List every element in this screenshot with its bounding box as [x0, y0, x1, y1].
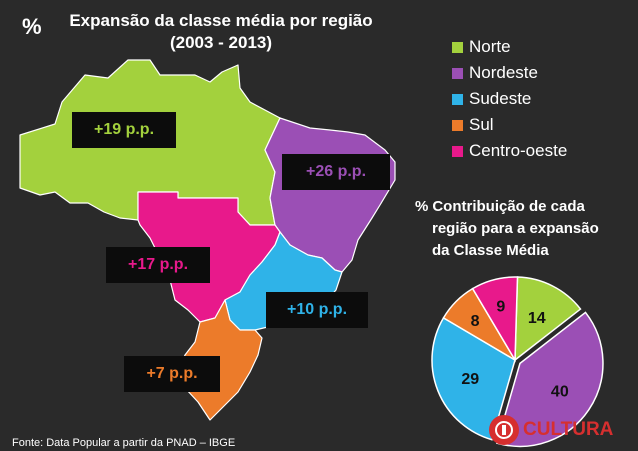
page-title: Expansão da classe média por região (200… — [56, 10, 386, 54]
pie-value-label: 8 — [471, 313, 480, 330]
source-note: Fonte: Data Popular a partir da PNAD – I… — [12, 437, 236, 449]
legend-item-norte: Norte — [452, 34, 567, 60]
pie-value-label: 9 — [496, 298, 505, 315]
legend-label: Sul — [469, 115, 494, 134]
pie-title-line-3: da Classe Média — [432, 242, 549, 259]
legend-label: Sudeste — [469, 89, 532, 108]
title-line-2: (2003 - 2013) — [169, 33, 273, 52]
pie-slice-norte — [514, 276, 582, 362]
legend-label: Norte — [469, 37, 511, 56]
label-norte: +19 p.p. — [72, 112, 176, 148]
percent-symbol: % — [22, 14, 42, 39]
legend-item-sul: Sul — [452, 112, 567, 138]
legend-item-sudeste: Sudeste — [452, 86, 567, 112]
legend-label: Centro-oeste — [469, 141, 568, 160]
logo-text: CULTURA — [523, 419, 614, 440]
pie-slice-nordeste — [495, 311, 604, 448]
legend-item-nordeste: Nordeste — [452, 60, 567, 86]
pie-value-label: 29 — [461, 371, 479, 388]
pie-value-label: 14 — [528, 310, 546, 327]
label-centro-oeste: +17 p.p. — [106, 247, 210, 283]
legend-label: Nordeste — [469, 63, 538, 82]
pie-title-line-1: Contribuição de cada — [432, 198, 585, 215]
label-sudeste: +10 p.p. — [266, 292, 368, 328]
legend-item-centro-oeste: Centro-oeste — [452, 138, 567, 164]
label-sul: +7 p.p. — [124, 356, 220, 392]
legend-swatch — [452, 119, 463, 131]
logo-icon — [489, 415, 519, 445]
legend-swatch — [452, 67, 463, 79]
pie-title: % Contribuição de cada região para a expa… — [415, 196, 635, 262]
pie-slice-centro-oeste — [471, 276, 519, 363]
legend-swatch — [452, 41, 463, 53]
legend-swatch — [452, 93, 463, 105]
legend-swatch — [452, 145, 463, 157]
label-nordeste: +26 p.p. — [282, 154, 390, 190]
cultura-logo: CULTURA — [489, 415, 613, 445]
pie-title-line-2: região para a expansão — [432, 220, 599, 237]
pie-percent-symbol: % — [415, 198, 429, 215]
legend: Norte Nordeste Sudeste Sul Centro-oeste — [452, 34, 567, 164]
title-line-1: Expansão da classe média por região — [69, 11, 373, 30]
pie-value-label: 40 — [551, 383, 569, 400]
